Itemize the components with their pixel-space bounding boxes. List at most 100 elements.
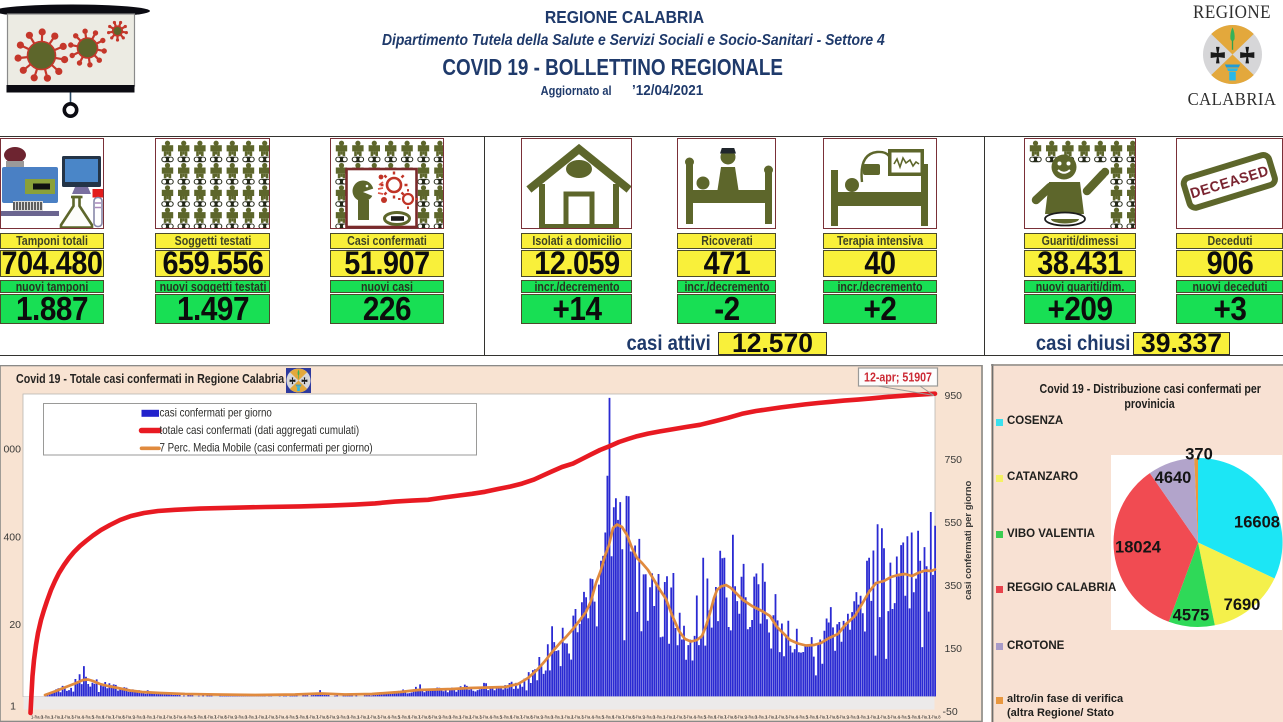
svg-text:casi confermati per giorno: casi confermati per giorno <box>160 407 272 420</box>
svg-text:1-l'ia.0: 1-l'ia.0 <box>235 715 248 720</box>
svg-text:12-apr; 51907: 12-apr; 51907 <box>864 371 932 385</box>
svg-text:1-l'ia.9: 1-l'ia.9 <box>735 715 748 720</box>
svg-text:16608: 16608 <box>1234 514 1280 532</box>
svg-text:1-l'ia.6: 1-l'ia.6 <box>806 715 819 720</box>
svg-text:750: 750 <box>945 454 963 466</box>
svg-text:1-l'ia.0: 1-l'ia.0 <box>643 715 656 720</box>
svg-text:1: 1 <box>10 701 16 713</box>
svg-text:casi confermati per giorno: casi confermati per giorno <box>963 480 974 600</box>
svg-text:1-l'ia.9: 1-l'ia.9 <box>327 715 340 720</box>
svg-text:1-l'ia.6: 1-l'ia.6 <box>908 715 921 720</box>
svg-text:1-l'ia.7: 1-l'ia.7 <box>510 715 523 720</box>
svg-text:1-l'ia.9: 1-l'ia.9 <box>429 715 442 720</box>
svg-text:1-l'ia.6: 1-l'ia.6 <box>296 715 309 720</box>
svg-text:7690: 7690 <box>1224 596 1261 614</box>
svg-text:1-l'ia.8: 1-l'ia.8 <box>725 715 738 720</box>
svg-text:1-l'ia.3: 1-l'ia.3 <box>470 715 483 720</box>
svg-text:1-l'ia.8: 1-l'ia.8 <box>215 715 228 720</box>
svg-text:1-l'ia.6: 1-l'ia.6 <box>704 715 717 720</box>
svg-text:1-l'ia.4: 1-l'ia.4 <box>888 715 901 720</box>
svg-text:1-l'ia.9: 1-l'ia.9 <box>633 715 646 720</box>
svg-text:1-l'ia.3: 1-l'ia.3 <box>572 715 585 720</box>
svg-text:4640: 4640 <box>1155 469 1192 487</box>
svg-text:950: 950 <box>945 390 963 402</box>
svg-text:1-l'ia.8: 1-l'ia.8 <box>113 715 126 720</box>
svg-text:1-l'ia.2: 1-l'ia.2 <box>561 715 574 720</box>
svg-text:1-l'ia.6: 1-l'ia.6 <box>500 715 513 720</box>
svg-text:1-l'ia.7: 1-l'ia.7 <box>204 715 217 720</box>
svg-text:1-l'ia.4: 1-l'ia.4 <box>378 715 391 720</box>
svg-text:1-l'ia.4: 1-l'ia.4 <box>684 715 697 720</box>
svg-text:1-l'ia.3: 1-l'ia.3 <box>878 715 891 720</box>
svg-text:1-l'ia.8: 1-l'ia.8 <box>929 715 942 720</box>
svg-text:1-l'ia.0: 1-l'ia.0 <box>31 715 44 720</box>
svg-text:400: 400 <box>3 532 21 544</box>
svg-text:1-l'ia.2: 1-l'ia.2 <box>663 715 676 720</box>
svg-text:1-l'ia.4: 1-l'ia.4 <box>276 715 289 720</box>
svg-text:1-l'ia.4: 1-l'ia.4 <box>72 715 85 720</box>
svg-text:1-l'ia.0: 1-l'ia.0 <box>439 715 452 720</box>
svg-text:1-l'ia.6: 1-l'ia.6 <box>92 715 105 720</box>
svg-text:20: 20 <box>9 619 21 631</box>
svg-text:1-l'ia.1: 1-l'ia.1 <box>857 715 870 720</box>
svg-text:1-l'ia.7: 1-l'ia.7 <box>306 715 319 720</box>
svg-text:4575: 4575 <box>1173 607 1210 625</box>
svg-text:7 Perc. Media Mobile (casi con: 7 Perc. Media Mobile (casi confermati pe… <box>160 442 373 455</box>
svg-text:1-l'ia.7: 1-l'ia.7 <box>918 715 931 720</box>
svg-text:1-l'ia.0: 1-l'ia.0 <box>541 715 554 720</box>
svg-text:1-l'ia.7: 1-l'ia.7 <box>102 715 115 720</box>
svg-text:1-l'ia.7: 1-l'ia.7 <box>408 715 421 720</box>
svg-text:1-l'ia.1: 1-l'ia.1 <box>41 715 54 720</box>
svg-text:1-l'ia.3: 1-l'ia.3 <box>368 715 381 720</box>
svg-text:1-l'ia.0: 1-l'ia.0 <box>337 715 350 720</box>
svg-text:1-l'ia.1: 1-l'ia.1 <box>347 715 360 720</box>
svg-text:1-l'ia.5: 1-l'ia.5 <box>490 715 503 720</box>
svg-text:1-l'ia.4: 1-l'ia.4 <box>786 715 799 720</box>
svg-text:1-l'ia.2: 1-l'ia.2 <box>867 715 880 720</box>
svg-text:1-l'ia.6: 1-l'ia.6 <box>602 715 615 720</box>
svg-text:1-l'ia.5: 1-l'ia.5 <box>592 715 605 720</box>
svg-text:1-l'ia.1: 1-l'ia.1 <box>653 715 666 720</box>
svg-text:1-l'ia.6: 1-l'ia.6 <box>194 715 207 720</box>
svg-text:1-l'ia.8: 1-l'ia.8 <box>419 715 432 720</box>
svg-text:550: 550 <box>945 517 963 529</box>
svg-text:1-l'ia.2: 1-l'ia.2 <box>765 715 778 720</box>
svg-text:1-l'ia.2: 1-l'ia.2 <box>255 715 268 720</box>
svg-text:1-l'ia.5: 1-l'ia.5 <box>898 715 911 720</box>
svg-text:000: 000 <box>3 444 21 456</box>
svg-text:1-l'ia.0: 1-l'ia.0 <box>847 715 860 720</box>
svg-text:1-l'ia.8: 1-l'ia.8 <box>317 715 330 720</box>
svg-text:1-l'ia.5: 1-l'ia.5 <box>694 715 707 720</box>
svg-text:-50: -50 <box>943 706 958 718</box>
svg-text:1-l'ia.9: 1-l'ia.9 <box>123 715 136 720</box>
svg-text:1-l'ia.4: 1-l'ia.4 <box>582 715 595 720</box>
svg-text:1-l'ia.2: 1-l'ia.2 <box>153 715 166 720</box>
svg-text:1-l'ia.2: 1-l'ia.2 <box>459 715 472 720</box>
svg-text:1-l'ia.5: 1-l'ia.5 <box>388 715 401 720</box>
svg-text:1-l'ia.5: 1-l'ia.5 <box>82 715 95 720</box>
svg-text:totale casi confermati (dati a: totale casi confermati (dati aggregati c… <box>160 424 360 437</box>
svg-text:1-l'ia.3: 1-l'ia.3 <box>266 715 279 720</box>
svg-text:1-l'ia.3: 1-l'ia.3 <box>776 715 789 720</box>
svg-text:1-l'ia.2: 1-l'ia.2 <box>357 715 370 720</box>
svg-text:1-l'ia.1: 1-l'ia.1 <box>755 715 768 720</box>
svg-text:350: 350 <box>945 580 963 592</box>
svg-text:1-l'ia.0: 1-l'ia.0 <box>133 715 146 720</box>
svg-text:1-l'ia.1: 1-l'ia.1 <box>551 715 564 720</box>
svg-text:1-l'ia.5: 1-l'ia.5 <box>286 715 299 720</box>
svg-text:1-l'ia.8: 1-l'ia.8 <box>521 715 534 720</box>
svg-text:1-l'ia.7: 1-l'ia.7 <box>612 715 625 720</box>
svg-text:1-l'ia.9: 1-l'ia.9 <box>225 715 238 720</box>
svg-text:1-l'ia.1: 1-l'ia.1 <box>449 715 462 720</box>
svg-text:1-l'ia.6: 1-l'ia.6 <box>398 715 411 720</box>
svg-text:1-l'ia.7: 1-l'ia.7 <box>714 715 727 720</box>
svg-text:1-l'ia.3: 1-l'ia.3 <box>164 715 177 720</box>
svg-text:1-l'ia.2: 1-l'ia.2 <box>51 715 64 720</box>
svg-text:1-l'ia.9: 1-l'ia.9 <box>531 715 544 720</box>
svg-text:1-l'ia.5: 1-l'ia.5 <box>796 715 809 720</box>
svg-text:1-l'ia.1: 1-l'ia.1 <box>143 715 156 720</box>
svg-text:150: 150 <box>945 643 963 655</box>
svg-text:1-l'ia.9: 1-l'ia.9 <box>837 715 850 720</box>
svg-text:1-l'ia.5: 1-l'ia.5 <box>184 715 197 720</box>
svg-text:1-l'ia.4: 1-l'ia.4 <box>174 715 187 720</box>
